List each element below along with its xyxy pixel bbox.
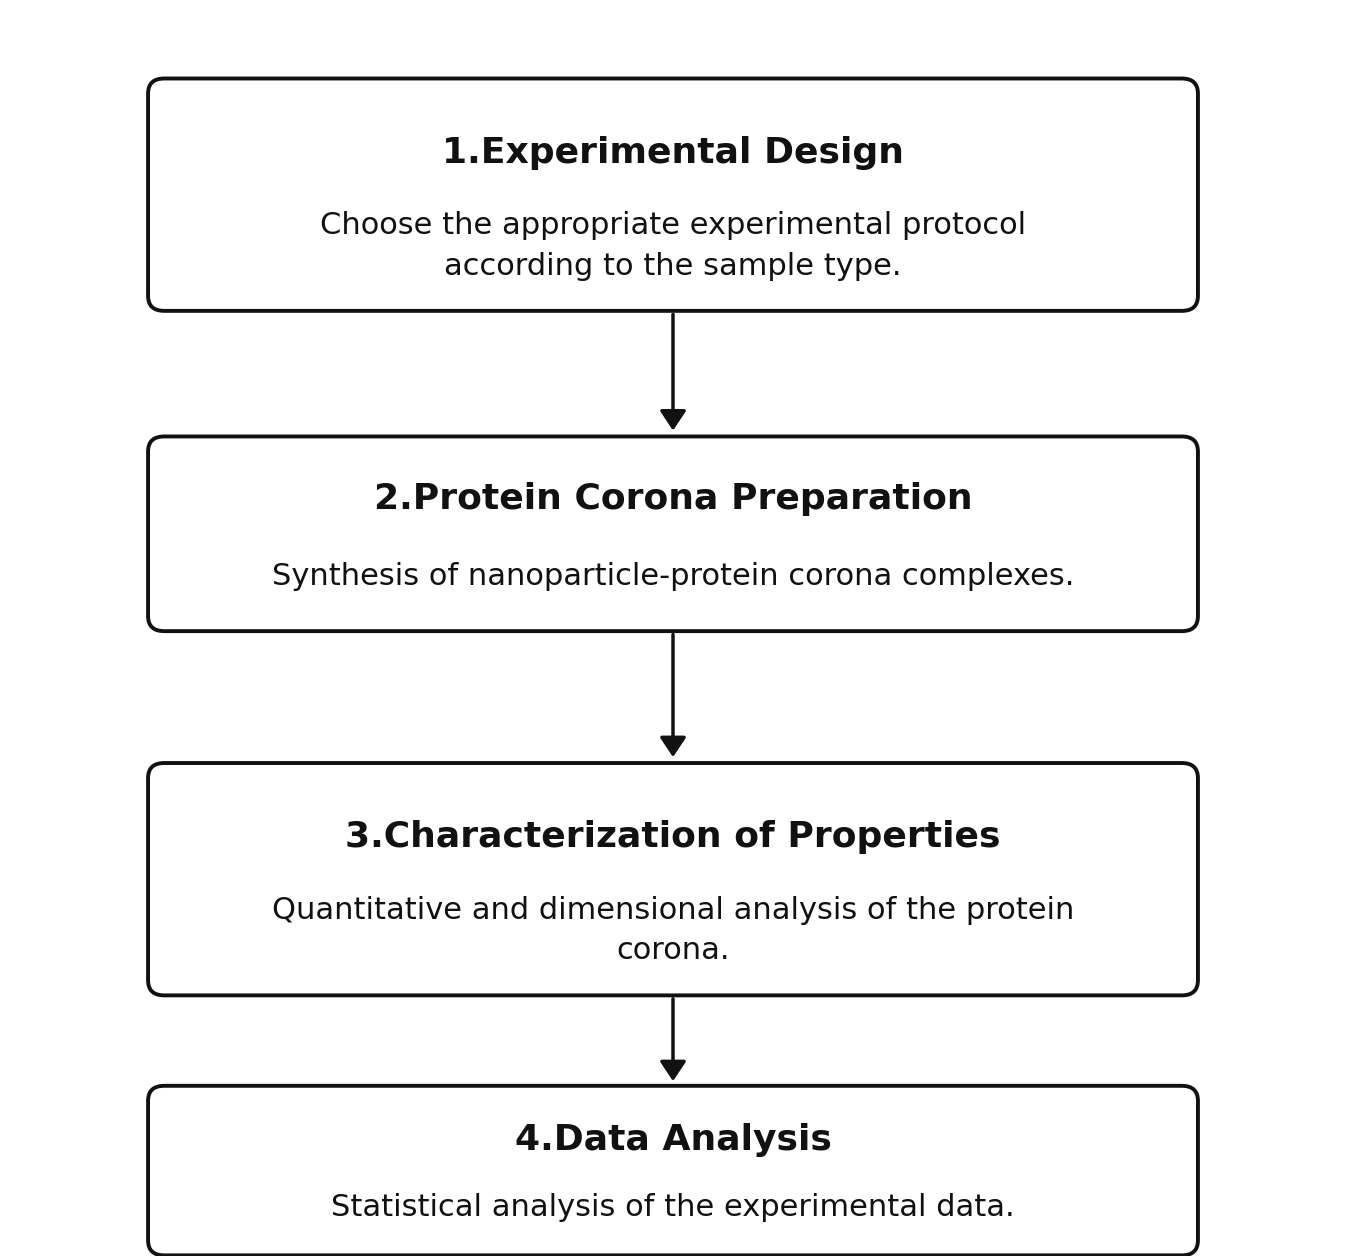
Text: 3.Characterization of Properties: 3.Characterization of Properties	[346, 820, 1000, 854]
Text: 2.Protein Corona Preparation: 2.Protein Corona Preparation	[374, 482, 972, 516]
FancyBboxPatch shape	[148, 78, 1198, 310]
Text: Statistical analysis of the experimental data.: Statistical analysis of the experimental…	[331, 1193, 1015, 1222]
Text: 4.Data Analysis: 4.Data Analysis	[514, 1123, 832, 1157]
Text: Quantitative and dimensional analysis of the protein
corona.: Quantitative and dimensional analysis of…	[272, 896, 1074, 965]
Text: 1.Experimental Design: 1.Experimental Design	[441, 136, 905, 170]
FancyBboxPatch shape	[148, 437, 1198, 632]
FancyBboxPatch shape	[148, 762, 1198, 995]
Text: Synthesis of nanoparticle-protein corona complexes.: Synthesis of nanoparticle-protein corona…	[272, 563, 1074, 592]
FancyBboxPatch shape	[148, 1085, 1198, 1256]
Text: Choose the appropriate experimental protocol
according to the sample type.: Choose the appropriate experimental prot…	[320, 211, 1026, 280]
